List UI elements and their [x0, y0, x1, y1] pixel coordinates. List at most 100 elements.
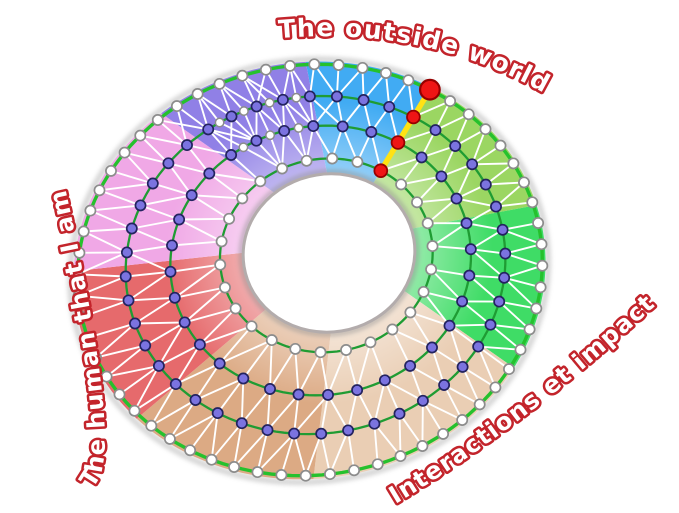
- mesh-node-white: [170, 100, 183, 113]
- mesh-edge: [168, 412, 219, 440]
- mesh-edge: [169, 263, 222, 273]
- mesh-node-purple: [250, 134, 263, 147]
- mesh-edge: [421, 399, 424, 447]
- mesh-node-white: [145, 419, 158, 432]
- mesh-node-purple: [429, 124, 442, 137]
- mesh-node-white: [371, 458, 384, 471]
- mesh-edge: [430, 268, 464, 303]
- mesh-node-white: [84, 204, 97, 217]
- mesh-edge: [256, 429, 269, 474]
- mesh-node-purple: [181, 139, 193, 152]
- mesh-edge: [281, 129, 286, 170]
- mesh-node-purple: [466, 158, 479, 171]
- mesh-edge: [218, 339, 273, 365]
- mesh-edge: [190, 194, 244, 200]
- mesh-node-purple: [450, 192, 463, 205]
- mesh-edge: [123, 151, 170, 165]
- mesh-edge: [144, 321, 186, 347]
- mesh-node-white: [118, 146, 131, 159]
- mesh-node-white: [215, 235, 228, 248]
- mesh-edge: [431, 346, 446, 386]
- mesh-node-white: [229, 302, 242, 315]
- mesh-edge: [183, 286, 226, 324]
- mesh-node-white-small: [293, 122, 304, 133]
- mesh-edge: [98, 182, 154, 192]
- mesh-edge: [398, 412, 402, 458]
- mesh-edge: [133, 364, 160, 412]
- mesh-edge: [186, 144, 233, 156]
- mesh-edge: [89, 204, 142, 212]
- mesh-node-white: [300, 154, 313, 167]
- mesh-node-purple: [435, 170, 448, 183]
- mesh-node-white: [75, 311, 88, 323]
- mesh-edge: [127, 296, 176, 302]
- mesh-node-white: [236, 69, 249, 82]
- mesh-node-white: [93, 184, 106, 197]
- mesh-edge: [139, 204, 181, 221]
- mesh-edge: [294, 347, 300, 396]
- mesh-node-white: [356, 61, 369, 74]
- mesh-node-white: [163, 432, 176, 445]
- mesh-node-white: [134, 129, 147, 142]
- mesh-node-white: [265, 334, 278, 347]
- mesh-node-white: [402, 74, 415, 87]
- mesh-edge: [398, 412, 424, 447]
- mesh-edge: [471, 128, 487, 166]
- mesh-node-white: [426, 240, 439, 253]
- mesh-node-white: [348, 464, 361, 477]
- highlight-node: [419, 78, 441, 101]
- mesh-node-purple: [235, 417, 248, 430]
- mesh-edge: [123, 151, 154, 185]
- mesh-node-white: [223, 212, 236, 225]
- mesh-node-white: [275, 469, 288, 481]
- mesh-node-white: [425, 263, 438, 276]
- mesh-edge: [498, 300, 531, 331]
- mesh-edge: [216, 377, 245, 415]
- mesh-edge: [477, 345, 497, 389]
- mesh-edge: [373, 422, 402, 458]
- mesh-edge: [207, 128, 258, 142]
- mesh-edge: [409, 311, 451, 327]
- mesh-node-white: [326, 152, 339, 165]
- mesh-edge: [434, 113, 470, 132]
- mesh-edge: [157, 321, 186, 367]
- mesh-node-purple: [493, 295, 506, 308]
- mesh-edge: [125, 251, 172, 273]
- mesh-node-white-small: [238, 142, 249, 153]
- mesh-edge: [431, 346, 464, 368]
- mesh-edge: [241, 74, 271, 104]
- mesh-edge: [498, 300, 538, 310]
- mesh-edge: [430, 268, 471, 277]
- mesh-node-purple: [164, 265, 177, 278]
- mesh-node-purple: [162, 157, 175, 170]
- mesh-edge: [422, 290, 464, 303]
- mesh-edge: [130, 218, 181, 230]
- mesh-edge: [409, 364, 446, 386]
- mesh-node-purple: [443, 319, 456, 332]
- mesh-node-purple: [378, 374, 391, 387]
- mesh-edge: [95, 344, 147, 359]
- mesh-node-purple: [351, 384, 364, 397]
- mesh-edge: [82, 227, 133, 233]
- mesh-node-white: [72, 289, 85, 302]
- mesh-edge: [369, 341, 386, 382]
- mesh-node-white: [340, 344, 353, 356]
- mesh-edge: [431, 222, 468, 248]
- mesh-edge: [320, 393, 329, 435]
- mesh-node-white: [251, 466, 264, 479]
- mesh-node-white: [489, 381, 502, 394]
- mesh-node-white: [351, 155, 364, 168]
- mesh-node-purple: [404, 359, 417, 372]
- mesh-edge: [150, 399, 197, 427]
- mesh-node-purple: [496, 223, 509, 236]
- mesh-node-white: [395, 178, 408, 191]
- mesh-edge: [391, 328, 433, 349]
- mesh-node-white-small: [265, 130, 276, 141]
- mesh-edge: [208, 172, 244, 200]
- mesh-node-white: [404, 306, 417, 319]
- torus-hole: [241, 172, 417, 334]
- mesh-node-purple: [330, 90, 343, 103]
- mesh-edge: [218, 325, 253, 365]
- mesh-node-white: [503, 363, 515, 376]
- mesh-edge: [196, 93, 210, 131]
